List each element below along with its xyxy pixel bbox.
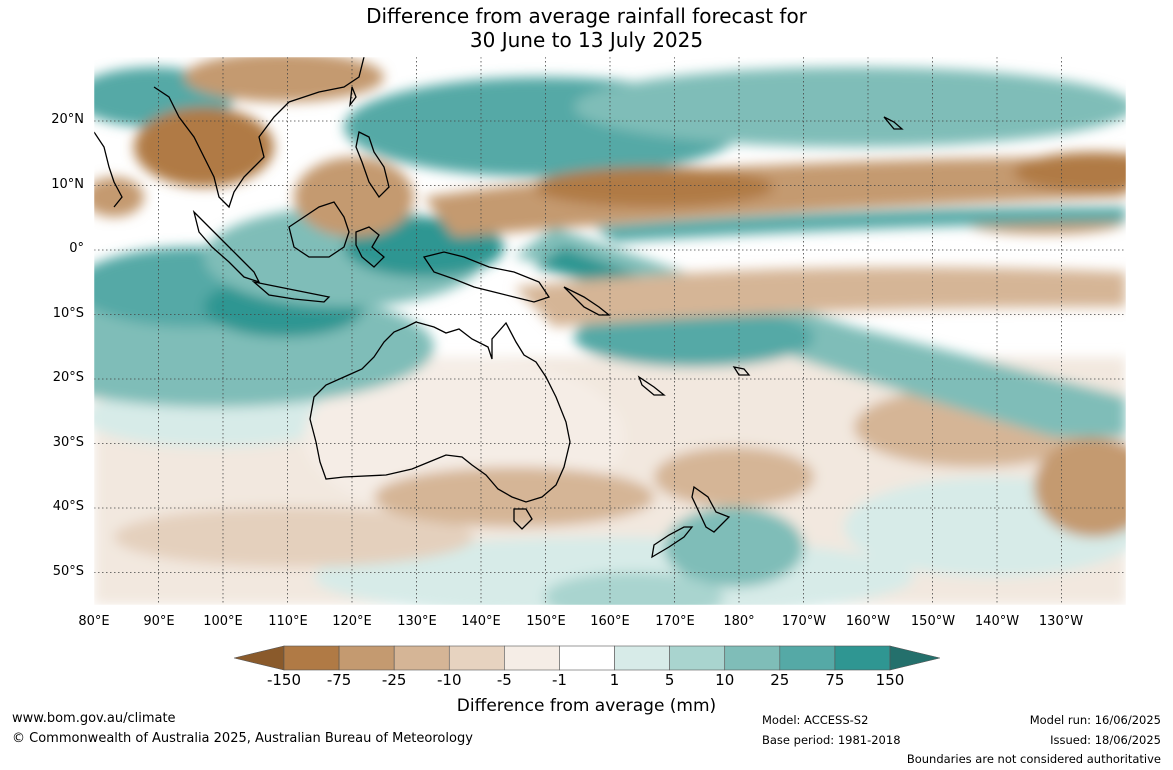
sumatra-coast — [192, 209, 261, 284]
lon-label-130e: 130°E — [397, 614, 437, 629]
colorbar-extend-low — [234, 645, 285, 671]
colorbar-segment — [834, 645, 891, 671]
lat-label-20n: 20°N — [51, 112, 84, 127]
lon-label-180: 180° — [723, 614, 755, 629]
colorbar-tick-label: 1 — [609, 671, 620, 689]
model-run-text: Model run: 16/06/2025 — [1029, 713, 1161, 727]
title-line-2: 30 June to 13 July 2025 — [469, 28, 704, 52]
model-text: Model: ACCESS-S2 — [762, 713, 869, 727]
colorbar — [234, 645, 940, 671]
lat-label-40s: 40°S — [52, 499, 84, 514]
disclaimer-text: Boundaries are not considered authoritat… — [906, 752, 1161, 766]
new-caledonia — [637, 375, 666, 396]
lon-label-100e: 100°E — [203, 614, 243, 629]
forecast-map — [94, 57, 1126, 605]
lat-label-0: 0° — [69, 241, 84, 256]
colorbar-tick-label: -5 — [496, 671, 512, 689]
colorbar-tick-label: -1 — [551, 671, 567, 689]
tasmania-coast — [513, 508, 533, 530]
sulawesi-coast — [355, 226, 385, 268]
lon-label-170e: 170°E — [655, 614, 695, 629]
java-coast — [251, 280, 331, 303]
issued-text: Issued: 18/06/2025 — [1050, 733, 1161, 747]
base-period-text: Base period: 1981-2018 — [762, 733, 901, 747]
colorbar-segment — [614, 645, 670, 671]
philippines-coast — [355, 131, 390, 199]
lat-label-20s: 20°S — [52, 370, 84, 385]
lon-label-140e: 140°E — [461, 614, 501, 629]
taiwan-coast — [349, 86, 357, 108]
colorbar-tick-label: 10 — [715, 671, 735, 689]
website-text: www.bom.gov.au/climate — [12, 711, 176, 726]
new-guinea-coast — [422, 251, 551, 303]
colorbar-segment — [724, 645, 781, 671]
title-line-1: Difference from average rainfall forecas… — [366, 4, 807, 28]
solomon-islands — [563, 286, 611, 316]
lat-label-30s: 30°S — [52, 435, 84, 450]
map-title: Difference from average rainfall forecas… — [0, 4, 1173, 52]
colorbar-tick-label: 25 — [770, 671, 790, 689]
colorbar-segment — [448, 645, 505, 671]
colorbar-tick-label: -75 — [326, 671, 352, 689]
colorbar-segment — [393, 645, 450, 671]
colorbar-tick-label: 150 — [875, 671, 905, 689]
lat-label-10n: 10°N — [51, 177, 84, 192]
india-coast — [94, 131, 123, 208]
new-zealand-coast — [691, 485, 731, 533]
colorbar-segment — [559, 645, 615, 671]
copyright-text: © Commonwealth of Australia 2025, Austra… — [12, 731, 473, 746]
colorbar-segment — [504, 645, 560, 671]
lon-label-120e: 120°E — [332, 614, 372, 629]
colorbar-tick-label: -25 — [381, 671, 407, 689]
indochina-coast — [153, 57, 365, 209]
lon-label-170w: 170°W — [781, 614, 827, 629]
australia-coast — [309, 321, 571, 503]
colorbar-tick-label: 75 — [825, 671, 845, 689]
lon-label-140w: 140°W — [974, 614, 1020, 629]
colorbar-extend-high — [889, 645, 940, 671]
lon-label-130w: 130°W — [1038, 614, 1084, 629]
lon-label-90e: 90°E — [143, 614, 175, 629]
coastlines — [94, 57, 904, 559]
graticule — [94, 57, 1126, 605]
borneo-coast — [288, 201, 350, 258]
rainfall-anomaly-map — [94, 57, 1126, 605]
colorbar-segment — [283, 645, 340, 671]
fiji-islands — [732, 366, 751, 376]
lon-label-160w: 160°W — [845, 614, 891, 629]
colorbar-tick-label: 5 — [664, 671, 675, 689]
lat-label-10s: 10°S — [52, 306, 84, 321]
colorbar-tick-label: -10 — [437, 671, 462, 689]
lon-label-80e: 80°E — [78, 614, 110, 629]
lon-label-160e: 160°E — [590, 614, 630, 629]
hawaii-islands — [883, 116, 904, 130]
lon-label-150e: 150°E — [526, 614, 566, 629]
lon-label-150w: 150°W — [910, 614, 956, 629]
colorbar-segment — [338, 645, 395, 671]
lat-label-50s: 50°S — [52, 564, 84, 579]
colorbar-segment — [779, 645, 836, 671]
lon-label-110e: 110°E — [268, 614, 308, 629]
colorbar-tick-label: -150 — [266, 671, 302, 689]
colorbar-title: Difference from average (mm) — [456, 696, 717, 716]
colorbar-segment — [669, 645, 726, 671]
